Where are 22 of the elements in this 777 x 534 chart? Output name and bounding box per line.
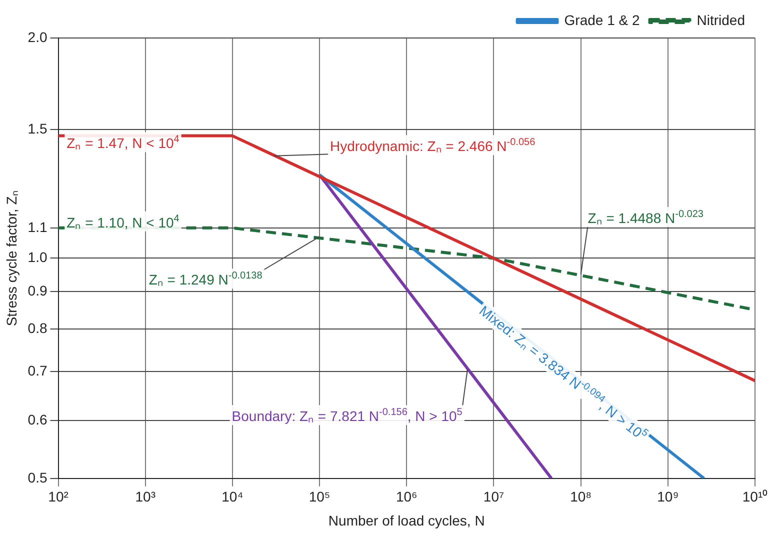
y-axis-title: Stress cycle factor, Zₙ [3, 190, 20, 326]
x-tick-label: 10⁶ [396, 488, 418, 505]
y-tick-label: 0.8 [28, 320, 48, 336]
y-tick-label: 2.0 [28, 28, 48, 45]
x-tick-label: 10⁵ [308, 488, 330, 505]
y-tick-label: 0.6 [28, 411, 48, 428]
x-tick-label: 10⁸ [570, 488, 592, 505]
x-tick-label: 10⁹ [657, 488, 679, 505]
y-tick-label: 0.5 [28, 469, 48, 486]
legend-label: Grade 1 & 2 [564, 12, 640, 28]
x-tick-label: 10⁴ [222, 488, 244, 505]
x-tick-label: 10¹⁰ [742, 488, 768, 505]
y-tick-label: 1.1 [28, 218, 48, 235]
x-tick-label: 10⁷ [483, 488, 504, 505]
y-tick-label: 1.0 [28, 249, 48, 266]
y-tick-label: 0.7 [28, 362, 48, 378]
y-tick-label: 0.9 [28, 282, 48, 299]
legend-label: Nitrided [696, 12, 746, 28]
y-tick-label: 1.5 [28, 120, 48, 136]
x-tick-label: 10² [48, 488, 69, 505]
x-axis-title: Number of load cycles, N [328, 512, 485, 528]
x-tick-label: 10³ [135, 488, 156, 505]
